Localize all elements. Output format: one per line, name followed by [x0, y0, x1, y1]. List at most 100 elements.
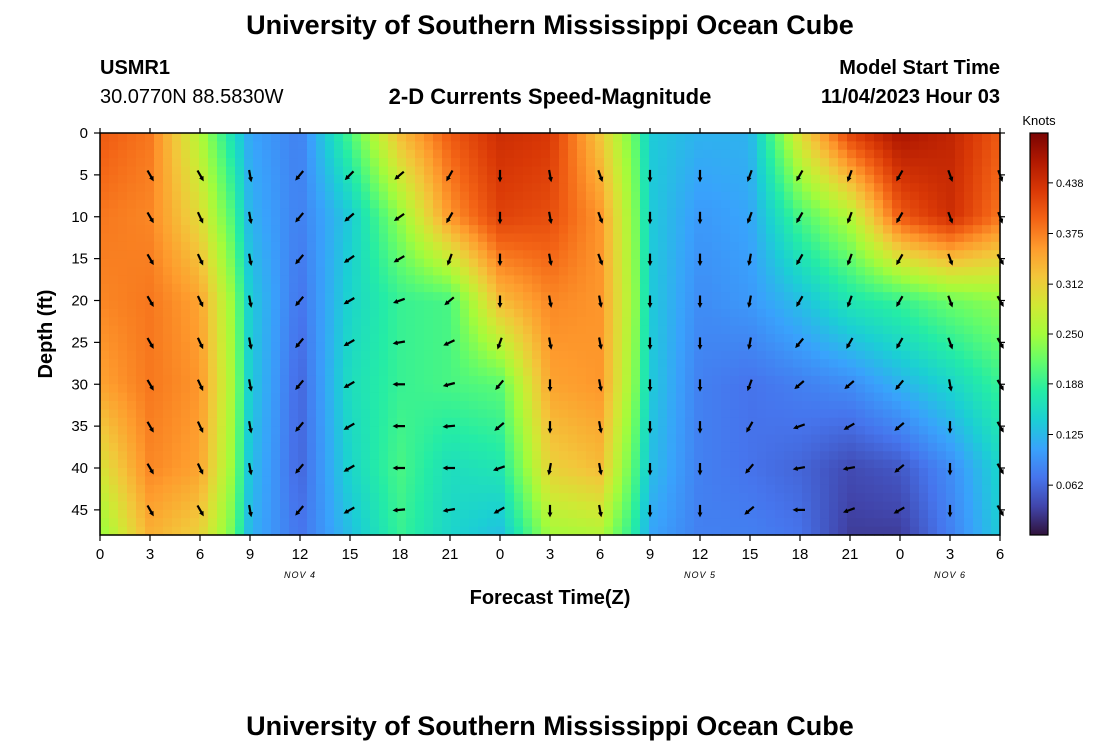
heatmap-cell: [712, 484, 722, 494]
heatmap-cell: [550, 350, 560, 360]
heatmap-cell: [136, 200, 146, 209]
heatmap-cell: [379, 426, 389, 436]
heatmap-cell: [217, 509, 227, 519]
heatmap-cell: [352, 367, 362, 377]
heatmap-cell: [982, 325, 992, 335]
heatmap-cell: [109, 493, 119, 503]
heatmap-cell: [154, 442, 164, 452]
heatmap-cell: [910, 392, 920, 402]
heatmap-cell: [946, 493, 956, 503]
heatmap-cell: [316, 267, 326, 276]
heatmap-cell: [928, 158, 938, 168]
heatmap-cell: [937, 317, 947, 327]
heatmap-cell: [253, 208, 263, 218]
heatmap-cell: [901, 149, 911, 159]
heatmap-cell: [379, 141, 389, 151]
heatmap-cell: [730, 183, 740, 193]
heatmap-cell: [982, 468, 992, 477]
heatmap-cell: [874, 384, 884, 394]
heatmap-cell: [379, 267, 389, 276]
heatmap-cell: [883, 434, 893, 444]
heatmap-cell: [514, 334, 524, 343]
heatmap-cell: [136, 526, 146, 536]
heatmap-cell: [370, 141, 380, 151]
heatmap-cell: [208, 216, 218, 226]
heatmap-cell: [568, 174, 578, 184]
heatmap-cell: [316, 174, 326, 184]
heatmap-cell: [829, 375, 839, 385]
heatmap-cell: [874, 216, 884, 226]
heatmap-cell: [289, 451, 299, 461]
current-vector-arrow: [597, 421, 603, 434]
heatmap-cell: [379, 509, 389, 519]
heatmap-cell: [181, 233, 191, 243]
heatmap-cell: [100, 216, 110, 226]
heatmap-cell: [793, 459, 803, 469]
heatmap-cell: [469, 468, 479, 477]
heatmap-cell: [694, 158, 704, 168]
heatmap-cell: [541, 141, 551, 151]
heatmap-cell: [109, 426, 119, 436]
heatmap-cell: [235, 216, 245, 226]
heatmap-cell: [343, 392, 353, 402]
heatmap-cell: [253, 258, 263, 268]
heatmap-cell: [811, 166, 821, 176]
heatmap-cell: [703, 149, 713, 159]
heatmap-cell: [901, 417, 911, 427]
heatmap-cell: [820, 283, 830, 293]
heatmap-cell: [820, 493, 830, 503]
heatmap-cell: [262, 501, 272, 511]
y-tick-label: 20: [71, 293, 88, 310]
heatmap-cell: [658, 526, 668, 536]
heatmap-cell: [235, 375, 245, 385]
heatmap-cell: [451, 501, 461, 511]
heatmap-cell: [856, 308, 866, 318]
heatmap-cell: [577, 451, 587, 461]
heatmap-cell: [865, 300, 875, 310]
heatmap-cell: [100, 409, 110, 419]
heatmap-cell: [766, 451, 776, 461]
heatmap-cell: [640, 417, 650, 427]
heatmap-cell: [757, 308, 767, 318]
heatmap-cell: [199, 484, 209, 494]
heatmap-cell: [757, 149, 767, 159]
heatmap-cell: [469, 283, 479, 293]
heatmap-cell: [190, 484, 200, 494]
heatmap-cell: [532, 342, 542, 352]
current-vector-arrow: [343, 254, 355, 263]
heatmap-cell: [235, 191, 245, 201]
heatmap-cell: [244, 233, 254, 243]
heatmap-cell: [847, 459, 857, 469]
heatmap-cell: [577, 367, 587, 377]
heatmap-cell: [820, 501, 830, 511]
heatmap-cell: [415, 350, 425, 360]
heatmap-cell: [982, 308, 992, 318]
heatmap-cell: [622, 166, 632, 176]
heatmap-cell: [235, 401, 245, 410]
heatmap-cell: [136, 325, 146, 335]
heatmap-cell: [154, 191, 164, 201]
heatmap-cell: [262, 476, 272, 486]
heatmap-cell: [361, 417, 371, 427]
heatmap-cell: [667, 501, 677, 511]
heatmap-cell: [262, 325, 272, 335]
heatmap-cell: [280, 191, 290, 201]
heatmap-cell: [325, 426, 335, 436]
heatmap-cell: [775, 501, 785, 511]
heatmap-cell: [577, 292, 587, 302]
heatmap-cell: [523, 258, 533, 268]
heatmap-cell: [955, 392, 965, 402]
heatmap-cell: [343, 233, 353, 243]
heatmap-cell: [226, 468, 236, 477]
heatmap-cell: [145, 476, 155, 486]
heatmap-cell: [289, 233, 299, 243]
heatmap-cell: [703, 241, 713, 251]
heatmap-cell: [964, 501, 974, 511]
heatmap-cell: [982, 434, 992, 444]
heatmap-cell: [154, 200, 164, 209]
heatmap-cell: [307, 275, 317, 285]
heatmap-cell: [460, 350, 470, 360]
heatmap-cell: [910, 451, 920, 461]
heatmap-cell: [865, 191, 875, 201]
heatmap-cell: [424, 174, 434, 184]
